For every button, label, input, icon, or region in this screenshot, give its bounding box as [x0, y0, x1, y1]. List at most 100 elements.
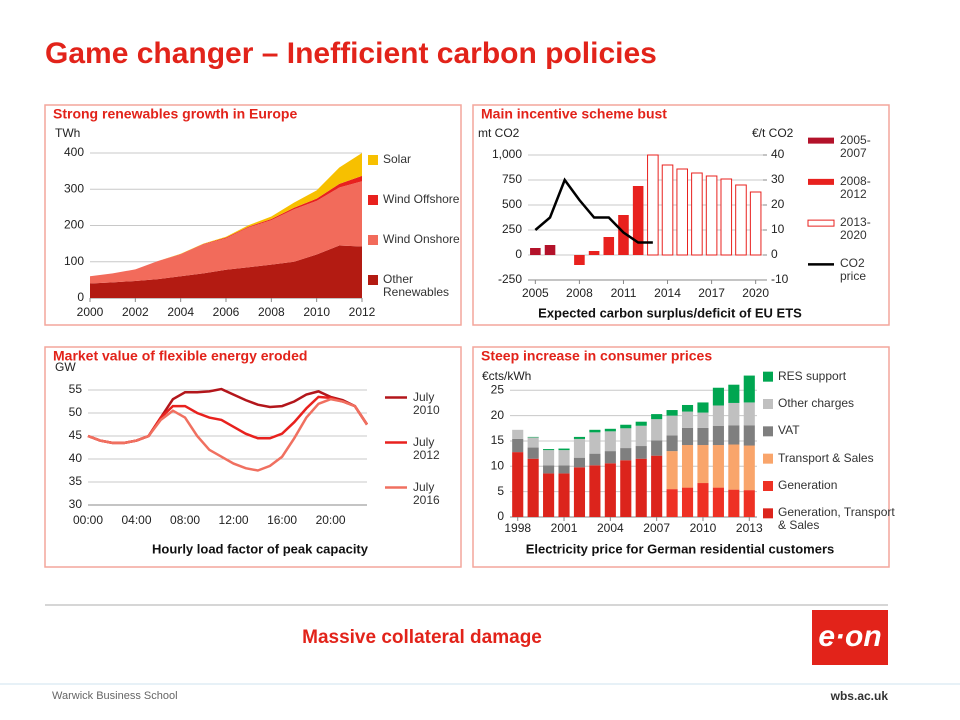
bar — [728, 402, 740, 426]
bar — [712, 405, 724, 426]
legend-label: RES support — [778, 368, 847, 383]
x-axis-label: Electricity price for German residential… — [526, 541, 835, 556]
bar — [676, 168, 689, 256]
bar — [728, 489, 740, 517]
panel — [44, 346, 462, 568]
bar — [589, 429, 601, 433]
bar — [603, 237, 615, 255]
y-tick-label: 250 — [502, 222, 522, 236]
bar — [635, 425, 647, 447]
y-tick-label: 750 — [502, 172, 522, 186]
legend-label: CO2 price — [840, 256, 867, 284]
x-tick-label: 16:00 — [267, 513, 297, 527]
bar — [743, 445, 755, 491]
footer-left: Warwick Business School — [52, 690, 178, 702]
footer-right: wbs.ac.uk — [830, 689, 889, 703]
legend-swatch — [763, 508, 773, 519]
x-tick-label: 2008 — [258, 305, 285, 319]
bar — [697, 427, 709, 446]
logo-box — [812, 610, 888, 665]
bar — [589, 465, 601, 517]
line — [534, 177, 653, 244]
bar — [661, 164, 674, 256]
bar — [743, 402, 755, 426]
bar — [697, 402, 709, 413]
legend-label: July 2016 — [413, 479, 440, 507]
bar — [647, 154, 659, 256]
panel-title: Steep increase in consumer prices — [481, 348, 712, 364]
bar — [735, 184, 747, 256]
x-axis-label: Hourly load factor of peak capacity — [152, 541, 369, 556]
bar — [589, 432, 601, 454]
y-axis-label: GW — [55, 360, 76, 374]
bar — [620, 428, 632, 449]
panel-title: Market value of flexible energy eroded — [53, 348, 307, 364]
legend-swatch — [763, 453, 773, 464]
x-tick-label: 2012 — [349, 305, 376, 319]
y-tick-label: 1,000 — [492, 147, 522, 161]
y-tick-label: 35 — [69, 474, 83, 488]
y-tick-label: 30 — [69, 497, 83, 511]
bar — [558, 448, 570, 451]
bar — [743, 490, 755, 517]
legend-label: Other Renewables — [383, 272, 450, 299]
bar — [666, 410, 678, 416]
x-tick-label: 2014 — [654, 286, 681, 300]
bar — [681, 487, 694, 517]
bar — [620, 424, 632, 429]
area — [90, 245, 362, 298]
x-tick-label: 04:00 — [122, 513, 152, 527]
y-axis-label: mt CO2 — [478, 126, 520, 140]
legend-label: 2008-2012 — [840, 173, 871, 201]
area — [90, 181, 362, 284]
bar — [558, 473, 570, 517]
bar — [743, 375, 755, 403]
bar — [666, 435, 678, 452]
y-tick-label: 20 — [491, 408, 505, 422]
bar — [574, 255, 585, 265]
legend-label: July 2010 — [413, 389, 440, 417]
y2-axis-label: €/t CO2 — [752, 126, 794, 140]
y2-tick-label: 40 — [771, 147, 785, 161]
y2-tick-label: 0 — [771, 247, 778, 261]
y-tick-label: 25 — [491, 382, 505, 396]
x-tick-label: 20:00 — [316, 513, 346, 527]
bar — [712, 487, 724, 517]
y2-tick-label: 20 — [771, 197, 785, 211]
bar — [712, 425, 724, 446]
bar — [573, 457, 586, 468]
y-tick-label: 55 — [69, 382, 83, 396]
y-tick-label: -250 — [498, 272, 522, 286]
legend-label: Transport & Sales — [778, 450, 874, 465]
y-axis-label: TWh — [55, 126, 80, 140]
legend-swatch — [368, 195, 378, 205]
legend-swatch — [808, 137, 834, 144]
bar — [632, 186, 644, 255]
y-tick-label: 0 — [77, 290, 84, 304]
bar — [604, 451, 616, 464]
panel-title: Strong renewables growth in Europe — [53, 106, 297, 122]
bar — [651, 455, 663, 517]
bar — [512, 429, 524, 439]
legend-label: VAT — [778, 423, 800, 438]
bar — [527, 437, 539, 448]
bar — [681, 411, 694, 428]
slide-title: Game changer – Inefficient carbon polici… — [45, 37, 657, 70]
bar — [573, 438, 586, 458]
bar — [527, 436, 539, 438]
bar — [618, 215, 629, 255]
x-tick-label: 2000 — [77, 305, 104, 319]
legend-label: Wind Onshore — [383, 232, 460, 246]
bar — [558, 450, 570, 466]
bar — [666, 489, 678, 517]
bar — [527, 447, 539, 459]
bar — [681, 445, 694, 488]
y-tick-label: 500 — [502, 197, 522, 211]
bar — [691, 172, 703, 256]
legend-label: Generation — [778, 478, 838, 492]
bar — [728, 444, 740, 490]
bar — [604, 431, 616, 452]
y-tick-label: 0 — [497, 509, 504, 523]
x-tick-label: 2001 — [551, 521, 578, 535]
